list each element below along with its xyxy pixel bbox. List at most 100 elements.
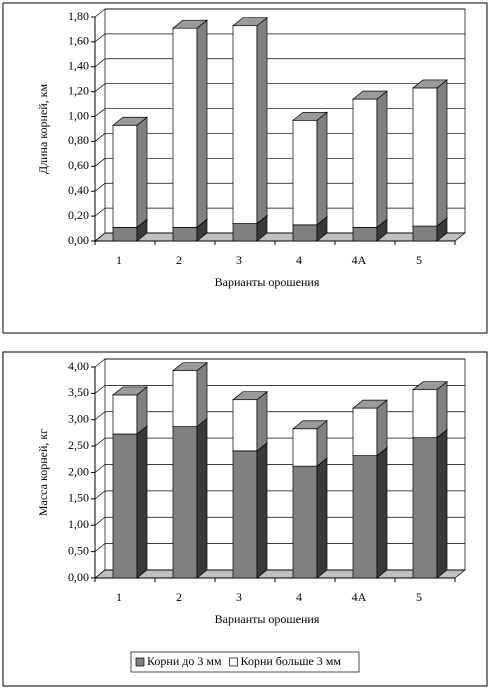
bar-segment xyxy=(292,224,318,242)
bar-top xyxy=(112,386,148,396)
bar-segment xyxy=(232,450,258,579)
x-axis-title: Варианты орошения xyxy=(215,612,320,626)
grid-line-side xyxy=(94,437,106,447)
bar-segment xyxy=(352,455,378,579)
bar-segment xyxy=(352,407,378,456)
grid-line-side xyxy=(94,232,106,242)
bar-top xyxy=(292,111,328,121)
y-tick-label: 1,00 xyxy=(68,517,89,531)
bar-side xyxy=(436,380,448,439)
bar-segment xyxy=(172,226,198,242)
bar-side xyxy=(376,399,388,457)
x-axis-title: Варианты орошения xyxy=(215,275,320,289)
y-tick-label: 0,80 xyxy=(68,133,89,147)
bar-segment xyxy=(112,226,138,242)
bar-segment xyxy=(172,370,198,427)
x-tick-label: 4А xyxy=(352,590,367,604)
floor xyxy=(94,232,466,242)
bar-segment xyxy=(352,226,378,242)
y-tick-label: 1,50 xyxy=(68,491,89,505)
grid-line-side xyxy=(94,83,106,92)
y-tick-label: 0,00 xyxy=(68,233,89,247)
bar-side xyxy=(136,116,148,229)
bar-top xyxy=(292,420,328,430)
bar-segment xyxy=(292,119,318,226)
y-tick-label: 2,00 xyxy=(68,464,89,478)
bar-side xyxy=(376,90,388,229)
legend-swatch xyxy=(135,657,145,667)
y-tick-label: 1,40 xyxy=(68,59,89,73)
grid-line-side xyxy=(94,358,106,368)
bar-side xyxy=(196,361,208,428)
bar-segment xyxy=(412,389,438,439)
grid-line-side xyxy=(94,543,106,552)
bar-segment xyxy=(292,428,318,467)
grid-line-side xyxy=(94,182,106,192)
x-tick-label: 4 xyxy=(296,590,302,604)
grid-line-side xyxy=(94,516,106,526)
bar-side xyxy=(136,425,148,579)
back-wall xyxy=(104,8,466,234)
floor xyxy=(94,569,466,579)
bar-segment xyxy=(232,399,258,452)
bar-segment xyxy=(112,394,138,435)
bar-side xyxy=(436,79,448,227)
bar-top xyxy=(412,79,448,89)
y-tick-label: 1,60 xyxy=(68,34,89,48)
x-tick-label: 1 xyxy=(116,590,122,604)
bar-segment xyxy=(112,433,138,579)
bar-segment xyxy=(172,27,198,228)
bar-side xyxy=(256,442,268,579)
bar-side xyxy=(256,390,268,452)
y-tick-label: 3,00 xyxy=(68,412,89,426)
y-tick-label: 2,50 xyxy=(68,438,89,452)
y-tick-label: 1,00 xyxy=(68,108,89,122)
grid-line-side xyxy=(94,464,106,473)
bar-segment xyxy=(232,223,258,242)
bar-top xyxy=(232,391,268,401)
grid-line-side xyxy=(94,158,106,167)
y-axis-title: Масса корней, кг xyxy=(36,429,50,516)
x-tick-label: 3 xyxy=(236,253,242,267)
bar-top xyxy=(112,116,148,126)
bar-side xyxy=(316,111,328,226)
bar-top xyxy=(352,90,388,100)
bar-segment xyxy=(232,25,258,224)
legend-box xyxy=(130,651,360,673)
grid-line-side xyxy=(94,33,106,43)
bar-segment xyxy=(412,225,438,242)
x-tick-label: 5 xyxy=(416,253,422,267)
bar-segment xyxy=(412,87,438,227)
bar-segment xyxy=(412,437,438,579)
grid-line-side xyxy=(94,411,106,421)
grid-line-side xyxy=(94,58,106,68)
grid-line-side xyxy=(94,490,106,500)
x-tick-label: 2 xyxy=(176,253,182,267)
bar-segment xyxy=(112,124,138,228)
bar-top xyxy=(172,19,208,29)
y-tick-label: 1,20 xyxy=(68,83,89,97)
x-tick-label: 4А xyxy=(352,253,367,267)
bar-top xyxy=(352,399,388,409)
y-tick-label: 0,20 xyxy=(68,208,89,222)
y-tick-label: 4,00 xyxy=(68,359,89,373)
bar-side xyxy=(376,446,388,579)
grid-line-side xyxy=(94,569,106,579)
grid-line-side xyxy=(94,8,106,18)
grid-line-side xyxy=(94,108,106,117)
grid-line-side xyxy=(94,385,106,394)
legend-swatch xyxy=(229,657,238,667)
x-tick-label: 5 xyxy=(416,590,422,604)
grid-line-side xyxy=(94,133,106,142)
x-tick-label: 2 xyxy=(176,590,182,604)
y-tick-label: 3,50 xyxy=(68,385,89,399)
bar-segment xyxy=(292,465,318,579)
bar-side xyxy=(436,428,448,579)
bar-segment xyxy=(172,426,198,579)
y-tick-label: 0,40 xyxy=(68,183,89,197)
x-tick-label: 4 xyxy=(296,253,302,267)
y-tick-label: 0,50 xyxy=(68,543,89,557)
bar-top xyxy=(412,381,448,391)
y-tick-label: 1,80 xyxy=(68,9,89,23)
bar-top xyxy=(232,17,268,27)
